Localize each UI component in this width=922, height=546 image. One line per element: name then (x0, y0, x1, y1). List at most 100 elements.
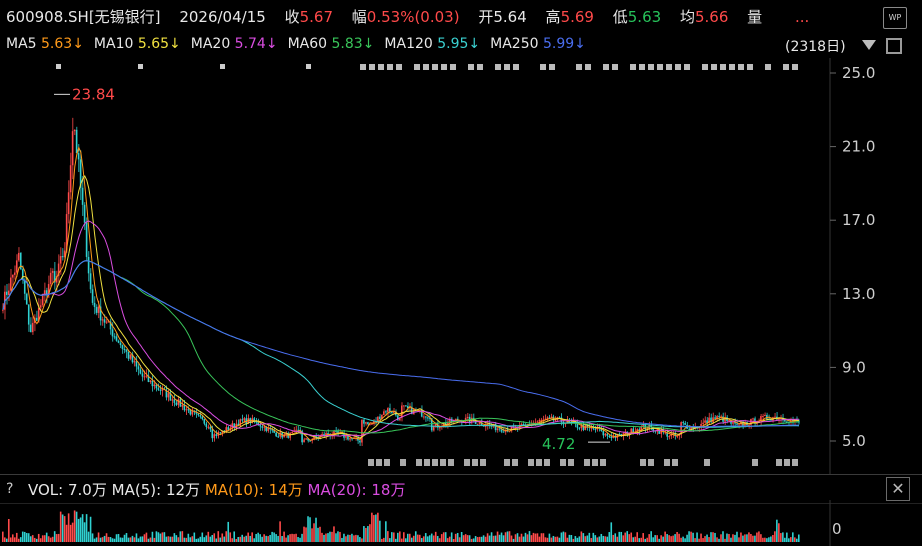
candle-body (410, 406, 413, 415)
volume-bar (113, 538, 116, 542)
star-marker (729, 64, 735, 70)
vol-value: 7.0万 (68, 481, 107, 499)
volume-bar (149, 537, 152, 542)
volume-bar (203, 537, 206, 542)
star-marker (711, 64, 717, 70)
volume-bar (750, 533, 752, 542)
candle-body (604, 433, 607, 436)
volume-bar (762, 537, 764, 542)
event-markers-top (56, 64, 798, 70)
settings-square-icon[interactable] (886, 38, 902, 54)
candle-body (31, 322, 34, 333)
volume-bar (730, 537, 732, 542)
volume-bar (253, 538, 255, 542)
more-menu[interactable]: ... (794, 8, 810, 26)
volume-bar (159, 533, 162, 542)
volume-bar (89, 516, 92, 542)
candle-body (602, 431, 605, 436)
open-label: 开 (478, 8, 494, 26)
candle-body (27, 304, 30, 325)
volume-bar (59, 511, 62, 542)
volume-bar (518, 536, 521, 542)
volume-bar (241, 534, 243, 542)
candle-body (724, 417, 726, 422)
stock-code[interactable]: 600908.SH[无锡银行] (6, 8, 161, 26)
candle-body (157, 388, 160, 390)
candle-body (704, 420, 706, 423)
price-chart[interactable]: 25.0 21.0 17.0 13.0 9.0 5.0 23.84 4.72 (0, 58, 922, 474)
volume-bar (129, 537, 132, 542)
volume-bar (792, 532, 794, 542)
candle-body (397, 415, 399, 421)
candle-body (558, 417, 561, 419)
candle-body (710, 417, 712, 423)
volume-bar (416, 534, 419, 542)
candle-body (690, 426, 692, 430)
volume-bar (684, 538, 686, 542)
event-markers-bottom (368, 459, 798, 466)
volume-bar (444, 532, 447, 542)
volume-bar (494, 535, 497, 542)
volume-bar (171, 536, 174, 542)
volume-bar (560, 532, 563, 542)
candle-body (534, 422, 537, 424)
volume-bar (432, 535, 435, 542)
volume-bar (43, 535, 46, 542)
ma-value: 5.65↓ (137, 36, 181, 52)
volume-bar (774, 531, 776, 542)
volume-bar (349, 534, 351, 542)
volume-bar (788, 538, 790, 542)
change-value: 0.53%(0.03) (366, 8, 460, 26)
volume-bar (478, 536, 481, 542)
volume-bar (39, 538, 42, 542)
candle-body (670, 434, 672, 437)
volume-bar (428, 535, 431, 542)
candle-body (538, 419, 541, 422)
volume-bar (115, 534, 118, 542)
help-icon[interactable]: ? (6, 481, 14, 497)
candle-body (2, 309, 4, 311)
volume-bar (574, 536, 577, 542)
volume-bar (640, 537, 642, 542)
r-marker (568, 459, 574, 466)
candle-body (79, 159, 82, 188)
star-marker (702, 64, 708, 70)
volume-bar (87, 531, 90, 542)
volume-bar (780, 533, 782, 542)
candle-body (23, 280, 26, 294)
volume-bar (341, 537, 343, 542)
volume-chart[interactable]: 0 (0, 500, 922, 546)
volume-bar (65, 524, 68, 542)
volume-bar (131, 535, 134, 542)
candle-body (361, 419, 363, 443)
candle-body (542, 419, 545, 421)
candle-body (195, 412, 198, 414)
candle-body (700, 423, 702, 428)
volume-bar (195, 538, 198, 542)
volume-bar (391, 532, 393, 542)
wp-icon[interactable]: WP (883, 7, 907, 29)
star-marker (378, 64, 384, 70)
dropdown-triangle-icon[interactable] (862, 40, 876, 50)
volume-bar (31, 535, 34, 542)
candle-body (640, 426, 642, 431)
candle-body (93, 302, 96, 307)
volume-bar (85, 514, 88, 542)
candle-body (63, 250, 66, 258)
volume-bar (399, 531, 401, 542)
ma-value: 5.63↓ (41, 36, 84, 52)
volume-bar (67, 513, 70, 542)
close-icon[interactable]: ✕ (886, 477, 910, 501)
candle-body (29, 324, 32, 333)
candle-body (159, 389, 162, 391)
r-marker (416, 459, 422, 466)
volume-bar (173, 533, 176, 542)
candle-body (548, 417, 551, 419)
candle-body (267, 427, 269, 431)
time-span-button[interactable]: (2318日) (785, 39, 846, 55)
candle-body (412, 409, 415, 415)
candle-body (319, 435, 321, 438)
candle-body (25, 293, 28, 305)
volume-bar (25, 533, 28, 542)
candle-body (728, 420, 730, 422)
